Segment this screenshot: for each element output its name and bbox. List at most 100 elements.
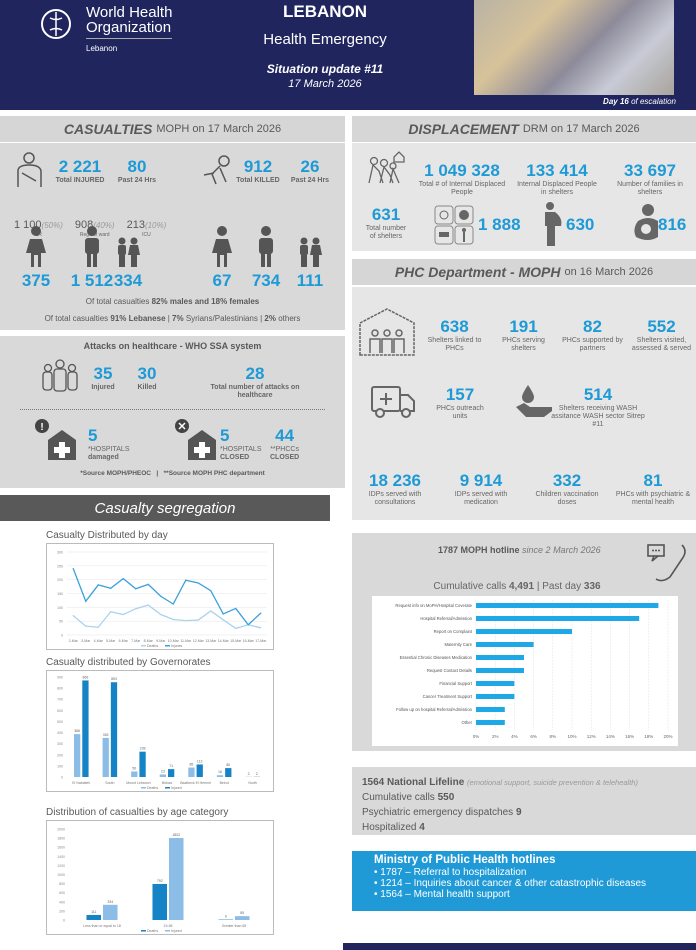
x-tick-label: 12% <box>587 734 596 739</box>
y-tick-label: 1800 <box>57 837 65 841</box>
x-tick-label: 19-65 <box>164 924 173 928</box>
x-tick-label: 0% <box>473 734 480 739</box>
data-label: 50 <box>132 766 136 770</box>
y-tick-label: 200 <box>57 578 63 582</box>
pregnant-woman-icon <box>545 202 562 246</box>
y-category-label: Follow up on hospital Referral/Admission <box>396 707 473 712</box>
x-tick-label: Mount Lebanon <box>126 781 150 785</box>
data-point <box>147 583 149 585</box>
children-icon <box>118 237 140 267</box>
hcw-injured: 35 <box>93 364 113 383</box>
segregation-title: Casualty segregation <box>0 495 330 521</box>
data-label: 853 <box>111 677 117 681</box>
y-category-label: Maternity Care <box>445 642 473 647</box>
data-point <box>210 590 212 592</box>
casualties-header: CASUALTIES MOPH on 17 March 2026 <box>0 116 345 142</box>
y-tick-label: 1000 <box>57 873 65 877</box>
y-tick-label: 400 <box>57 731 63 735</box>
bar-injured <box>225 768 232 777</box>
legend-swatch <box>141 930 146 932</box>
moph-hotlines-title: Ministry of Public Health hotlines <box>374 854 556 866</box>
demographic-row: 375 1 512 334 67 734 111 <box>0 225 345 295</box>
bar-deaths <box>216 775 224 777</box>
x-tick-label: 9-Mar <box>156 639 166 643</box>
x-tick-label: 15-Mar <box>230 639 242 643</box>
data-label: 792 <box>157 879 163 883</box>
footer-bar <box>343 943 696 950</box>
y-category-label: Hospital Referral/Admission <box>420 616 472 621</box>
legend-label: Deaths <box>147 929 158 933</box>
x-tick-label: South <box>105 781 114 785</box>
data-point <box>172 603 174 605</box>
total-injured: 2 221 <box>58 157 102 176</box>
y-tick-label: 200 <box>57 753 63 757</box>
x-tick-label: 4-Mar <box>94 639 104 643</box>
bar <box>476 681 515 686</box>
hospitals-damaged: 5 <box>88 426 98 445</box>
bar <box>476 720 505 725</box>
day-number: Day 16 <box>603 97 629 106</box>
lactating-women: 816 <box>658 215 687 234</box>
x-tick-label: 13-Mar <box>205 639 217 643</box>
outreach-van-icon <box>371 386 415 418</box>
persons-with-disabilities: 1 888 <box>478 215 521 234</box>
health-workers-icon <box>42 359 78 392</box>
chart-title-governorates: Casualty distributed by Governorates <box>46 657 211 668</box>
data-label: 23 <box>161 769 165 773</box>
children-icon <box>300 237 322 267</box>
y-tick-label: 0 <box>61 634 63 638</box>
situation-update: Situation update #11 <box>266 62 384 76</box>
data-point <box>72 615 74 617</box>
bar-deaths <box>152 883 167 920</box>
data-label: 2 <box>256 772 258 776</box>
data-label: 111 <box>91 910 96 914</box>
injured-men: 1 512 <box>70 271 114 290</box>
injured-children: 334 <box>113 271 143 290</box>
phc-panel: 638 Shelters linked to PHCs 191 PHCs servin… <box>352 287 696 520</box>
y-tick-label: 1600 <box>57 846 65 850</box>
data-point <box>222 613 224 615</box>
total-shelters: 631 <box>371 205 401 224</box>
bar-deaths <box>102 737 109 777</box>
data-point <box>110 587 112 589</box>
injured-person-icon <box>17 152 42 187</box>
idps-in-shelters: 133 414 <box>526 161 588 180</box>
nationality-stat: Of total casualties 91% Lebanese | 7% Sy… <box>44 314 301 323</box>
phc-stat: 18 236 IDPs served with consultations <box>368 471 422 506</box>
bar-injured <box>103 904 118 920</box>
wash-hand-drop-icon <box>516 385 552 417</box>
day-text: of escalation <box>631 97 676 106</box>
data-point <box>160 613 162 616</box>
x-tick-label: 14% <box>606 734 615 739</box>
families-in-shelters: 33 697 <box>624 161 676 180</box>
y-tick-label: 300 <box>57 551 63 555</box>
x-tick-label: 16-Mar <box>243 639 255 643</box>
bar <box>476 707 505 712</box>
hotline-item: • 1214 – Inquiries about cancer & other … <box>374 878 646 889</box>
bar <box>476 694 515 699</box>
y-tick-label: 1200 <box>57 864 65 868</box>
y-category-label: Essential Chronic Diseases Medication <box>400 655 473 660</box>
who-logo-text: World Health Organization Lebanon <box>86 4 173 56</box>
legend-label: Deaths <box>147 644 158 648</box>
y-tick-label: 100 <box>57 606 63 610</box>
data-point <box>122 577 124 580</box>
casualties-panel: 2 221 Total INJURED 80 Past 24 Hrs 1 100(5… <box>0 143 345 330</box>
phc-stat: 552 Shelters visited, assessed & served <box>631 317 692 352</box>
wash-shelters: 514 <box>583 385 613 404</box>
data-label: 1802 <box>172 833 180 837</box>
bar-injured <box>196 764 203 777</box>
legend-label: Injured <box>171 786 182 790</box>
phc-stat: 638 Shelters linked to PHCs <box>427 317 482 352</box>
org-line1: World Health <box>86 4 173 21</box>
data-point <box>197 619 199 621</box>
y-tick-label: 2000 <box>57 828 65 832</box>
data-point <box>135 608 137 610</box>
chart-hotline-reasons: 0% 2% 4% 6% 8% 10% 12% 14% 16% 18% 20% Request info… <box>372 596 678 746</box>
woman-icon <box>212 226 232 267</box>
data-label: 352 <box>103 733 109 737</box>
y-tick-label: 300 <box>57 742 63 746</box>
bar-injured <box>169 838 184 920</box>
y-tick-label: 800 <box>59 882 65 886</box>
series-line-injuries <box>72 568 262 626</box>
